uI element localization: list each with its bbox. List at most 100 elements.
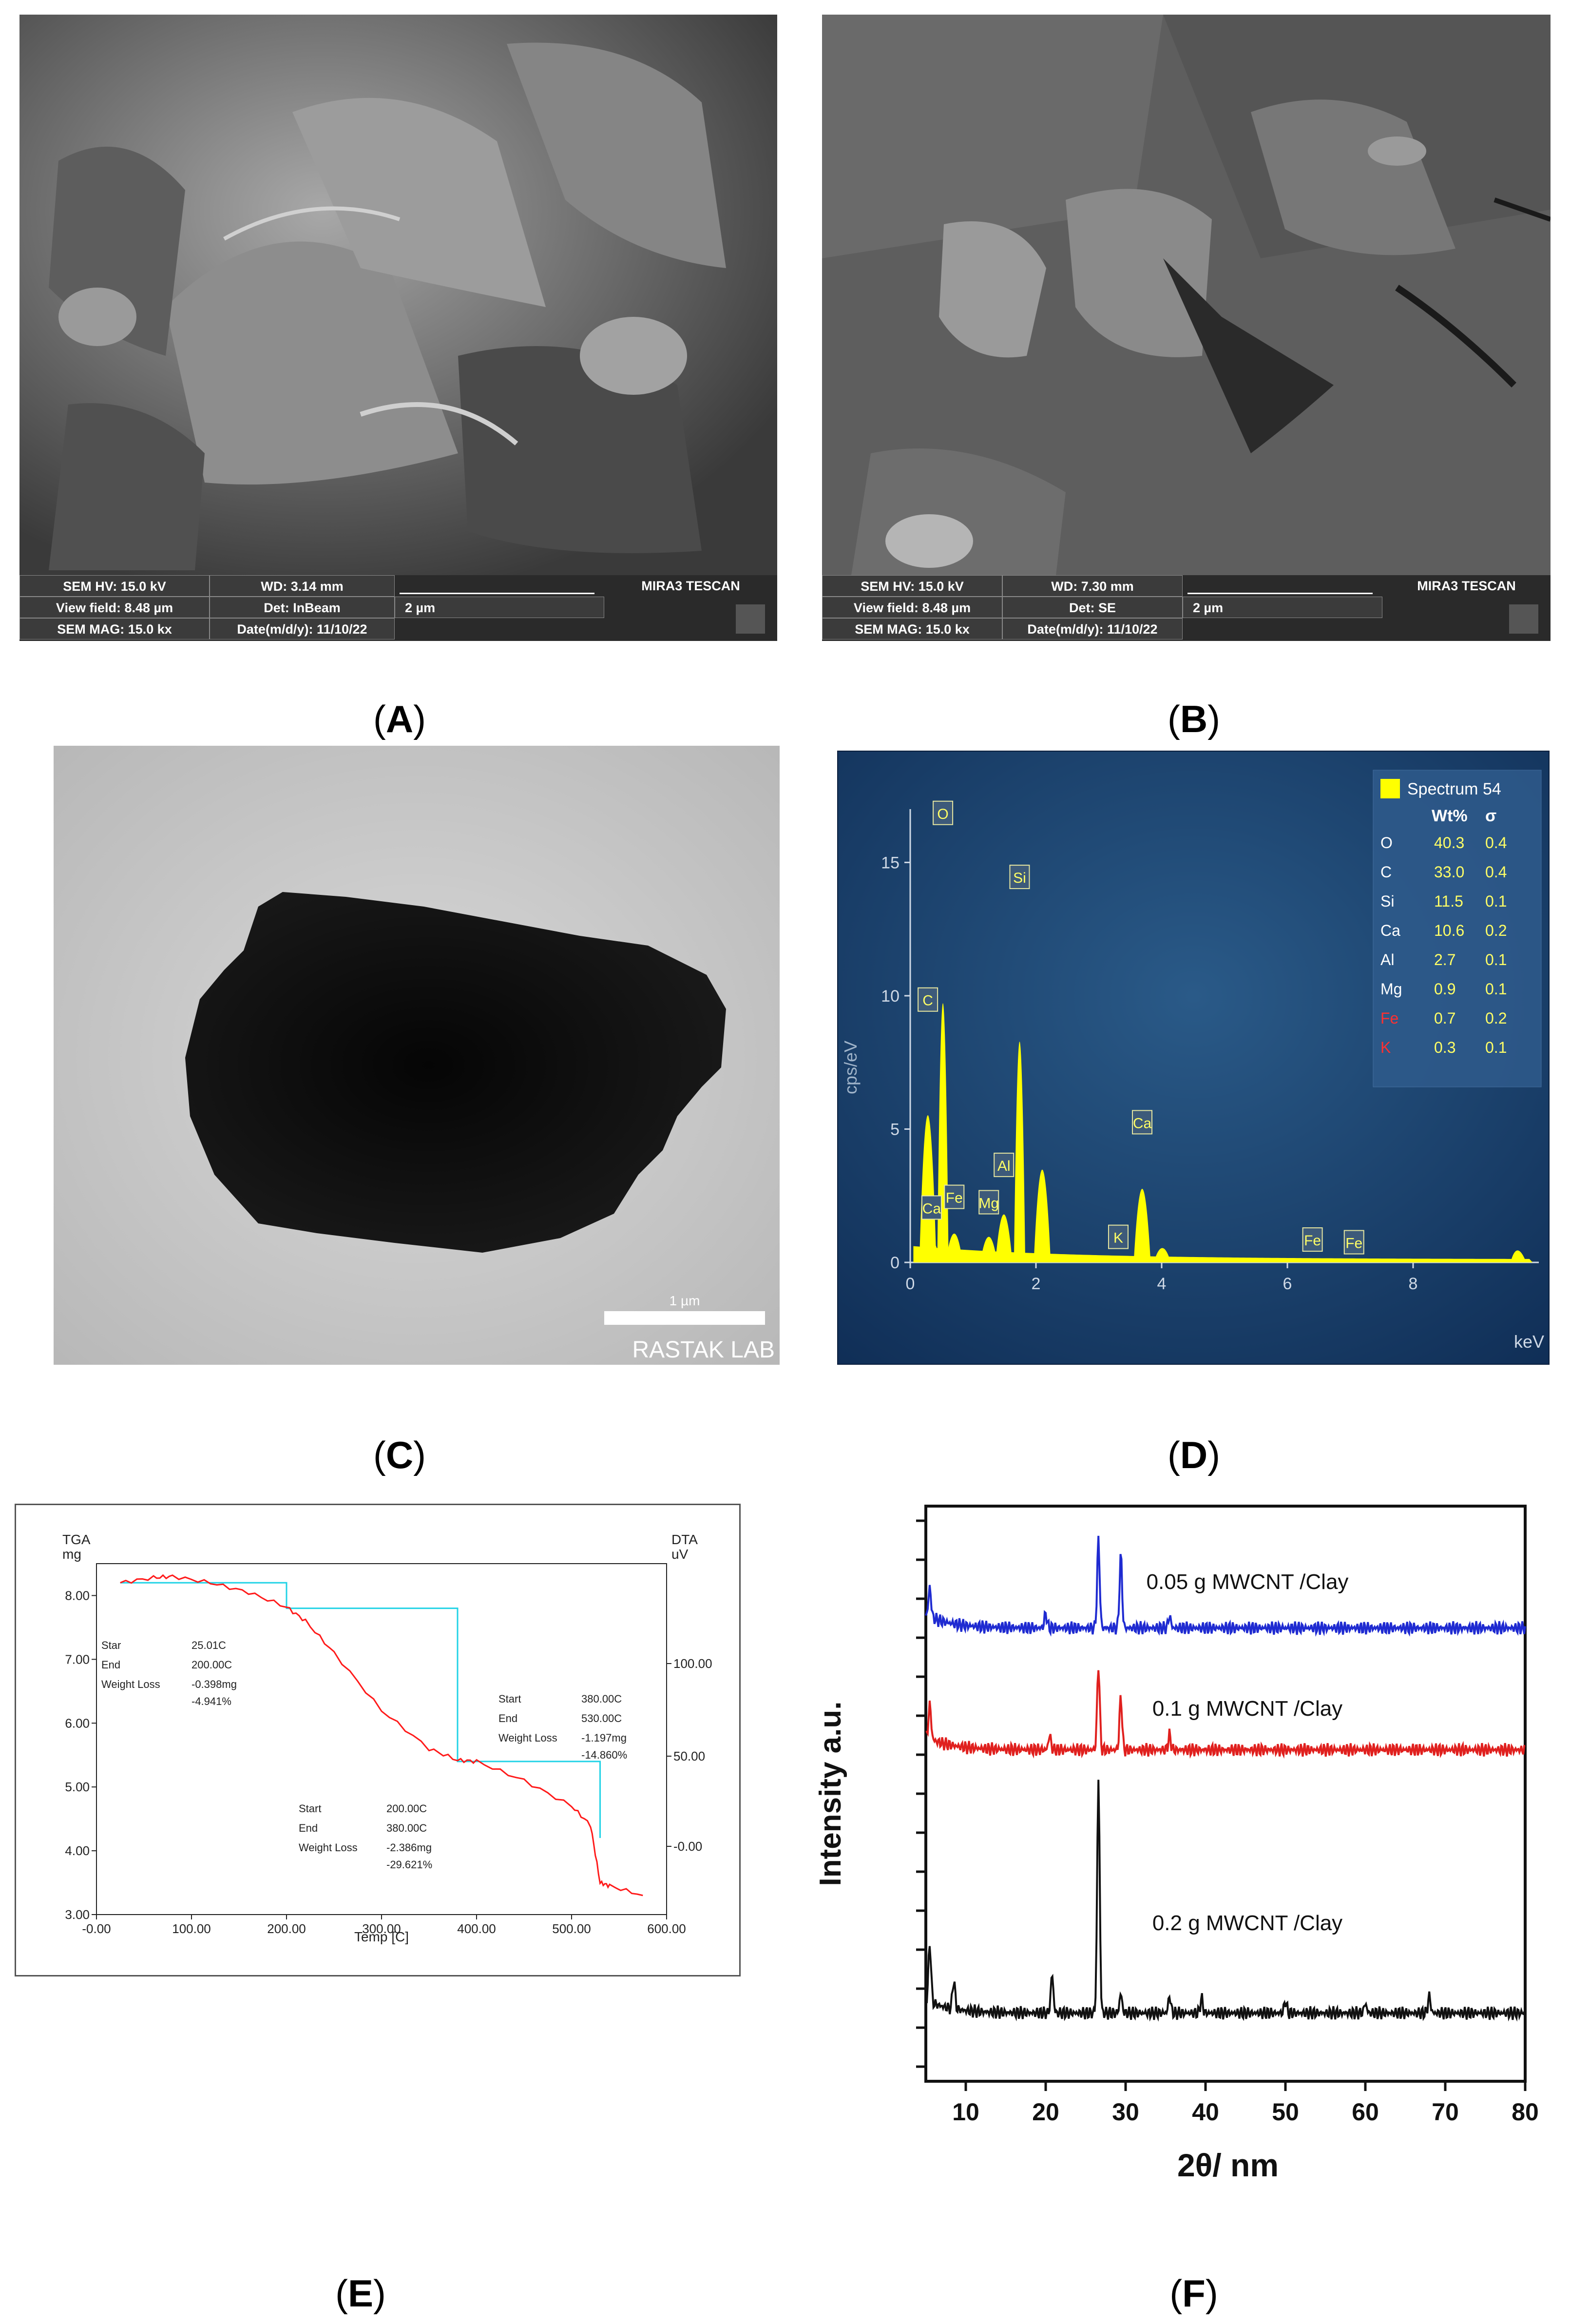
eds-peak-label: Ca [1132, 1110, 1153, 1135]
svg-text:O: O [937, 806, 948, 822]
caption-c: (C) [373, 1433, 426, 1476]
tescan-logo-icon [736, 604, 765, 634]
legend-row: C 33.0 0.4 [1380, 863, 1507, 881]
tga-plot: TGA mg DTA uV -0.00 100.00 200.00 300.00 400… [62, 1532, 712, 1944]
eds-peak [945, 1233, 963, 1262]
legend-row: K 0.3 0.1 [1380, 1039, 1507, 1056]
xrd-plot: 10 20 30 40 50 60 70 80 Intensity a.u. 2θ/ nm 0… [814, 1505, 1539, 2183]
svg-text:2.7: 2.7 [1434, 951, 1455, 968]
eds-ytick-label: 10 [881, 987, 900, 1006]
eds-peak [980, 1237, 997, 1262]
tga-xtick-label: 600.00 [647, 1921, 686, 1936]
legend-swatch [1380, 779, 1400, 798]
eds-peak-label: Fe [1302, 1227, 1323, 1252]
tem-image-c: 1 µm RASTAK LAB [54, 746, 780, 1365]
ann-value: 380.00C [581, 1693, 622, 1705]
sem-scale-label: 2 µm [1183, 597, 1382, 618]
ann-label: End [101, 1659, 120, 1671]
eds-xunit: keV [1514, 1332, 1544, 1352]
xrd-series-label-3: 0.2 g MWCNT /Clay [1152, 1911, 1342, 1935]
legend-row: Fe 0.7 0.2 [1380, 1009, 1507, 1027]
dta-ytick-label: -0.00 [673, 1839, 702, 1854]
caption-e: (E) [335, 2272, 386, 2315]
svg-text:0.1: 0.1 [1485, 892, 1507, 910]
eds-peak-label: K [1108, 1224, 1129, 1249]
xrd-xtick-label: 10 [952, 2098, 979, 2126]
svg-text:Fe: Fe [1345, 1236, 1362, 1252]
ann-value: 380.00C [386, 1822, 427, 1834]
eds-peak-label: O [933, 800, 954, 825]
eds-ytick-label: 0 [890, 1254, 900, 1272]
ann-value: 200.00C [386, 1802, 427, 1815]
tga-ytick-label: 8.00 [65, 1588, 90, 1603]
legend-row: Ca 10.6 0.2 [1380, 922, 1507, 939]
xrd-ylabel: Intensity a.u. [814, 1702, 847, 1886]
svg-text:C: C [1380, 863, 1392, 881]
xrd-series-label-2: 0.1 g MWCNT /Clay [1152, 1697, 1342, 1721]
tem-lab-label: RASTAK LAB [632, 1337, 775, 1363]
ann-value: -4.941% [191, 1695, 231, 1707]
svg-text:0.1: 0.1 [1485, 1039, 1507, 1056]
svg-text:0.1: 0.1 [1485, 980, 1507, 998]
ann-value: 25.01C [191, 1639, 226, 1651]
sem-brand: MIRA3 TESCAN [1417, 579, 1516, 593]
ann-value: 200.00C [191, 1659, 232, 1671]
tga-ytick-label: 4.00 [65, 1843, 90, 1858]
xrd-series-line [925, 1670, 1526, 1759]
tga-xtick-label: 200.00 [267, 1921, 306, 1936]
eds-peak-label: Al [994, 1152, 1015, 1177]
sem-hv: SEM HV: 15.0 kV [822, 575, 1002, 597]
eds-ytick-label: 15 [881, 853, 900, 872]
sem-info-bar-a: SEM HV: 15.0 kV WD: 3.14 mm MIRA3 TESCAN… [19, 575, 777, 641]
eds-peak [1304, 1259, 1321, 1262]
xrd-series-label-1: 0.05 g MWCNT /Clay [1147, 1570, 1349, 1594]
dta-right-title: DTA [671, 1532, 698, 1547]
eds-xtick-label: 2 [1032, 1275, 1041, 1293]
eds-ytick-label: 5 [890, 1120, 900, 1139]
svg-text:Ca: Ca [1133, 1115, 1152, 1131]
svg-text:K: K [1380, 1039, 1391, 1056]
legend-row: Si 11.5 0.1 [1380, 892, 1507, 910]
tga-annotation-3: Start 200.00C End 380.00C Weight Loss -2… [299, 1802, 432, 1871]
caption-f: (F) [1169, 2272, 1218, 2315]
eds-peak [1110, 1258, 1127, 1262]
legend-title: Spectrum 54 [1407, 780, 1501, 798]
scale-ticks [400, 578, 594, 594]
ann-label: Weight Loss [299, 1841, 358, 1854]
eds-peak-label: Fe [1343, 1230, 1364, 1255]
eds-peak [1153, 1248, 1171, 1262]
svg-text:K: K [1113, 1230, 1123, 1246]
svg-text:Mg: Mg [1380, 980, 1402, 998]
ann-label: Start [498, 1693, 521, 1705]
scale-ticks [1187, 578, 1373, 594]
svg-text:Fe: Fe [1304, 1233, 1321, 1249]
ann-label: End [498, 1712, 517, 1724]
svg-text:0.4: 0.4 [1485, 834, 1507, 852]
xrd-series-line [925, 1535, 1526, 1637]
ann-value: -1.197mg [581, 1732, 627, 1744]
scale-bar [604, 1311, 765, 1325]
sem-texture-a [19, 15, 777, 575]
svg-text:0.2: 0.2 [1485, 1009, 1507, 1027]
sem-hv: SEM HV: 15.0 kV [19, 575, 210, 597]
ann-label: Star [101, 1639, 121, 1651]
xrd-xlabel: 2θ/ nm [1177, 2147, 1279, 2183]
tga-chart-e: TGA mg DTA uV -0.00 100.00 200.00 300.00 400… [15, 1504, 741, 1976]
xrd-xtick-label: 40 [1192, 2098, 1219, 2126]
ann-label: Weight Loss [101, 1678, 160, 1690]
sem-image-a: SEM HV: 15.0 kV WD: 3.14 mm MIRA3 TESCAN… [19, 15, 777, 641]
eds-peak-label: Fe [944, 1184, 965, 1209]
sem-detector: Det: SE [1002, 597, 1183, 618]
svg-text:0.7: 0.7 [1434, 1009, 1455, 1027]
eds-peak-label: Si [1009, 865, 1030, 890]
tga-xtick-label: 300.00 [362, 1921, 401, 1936]
eds-peak [1345, 1260, 1363, 1262]
sem-brand: MIRA3 TESCAN [641, 579, 740, 593]
legend-col-sigma: σ [1485, 807, 1496, 825]
xrd-xtick-label: 60 [1352, 2098, 1379, 2126]
eds-xtick-label: 8 [1409, 1275, 1418, 1293]
svg-text:C: C [922, 993, 933, 1009]
legend-row: O 40.3 0.4 [1380, 834, 1507, 852]
sem-texture-b [822, 15, 1551, 575]
